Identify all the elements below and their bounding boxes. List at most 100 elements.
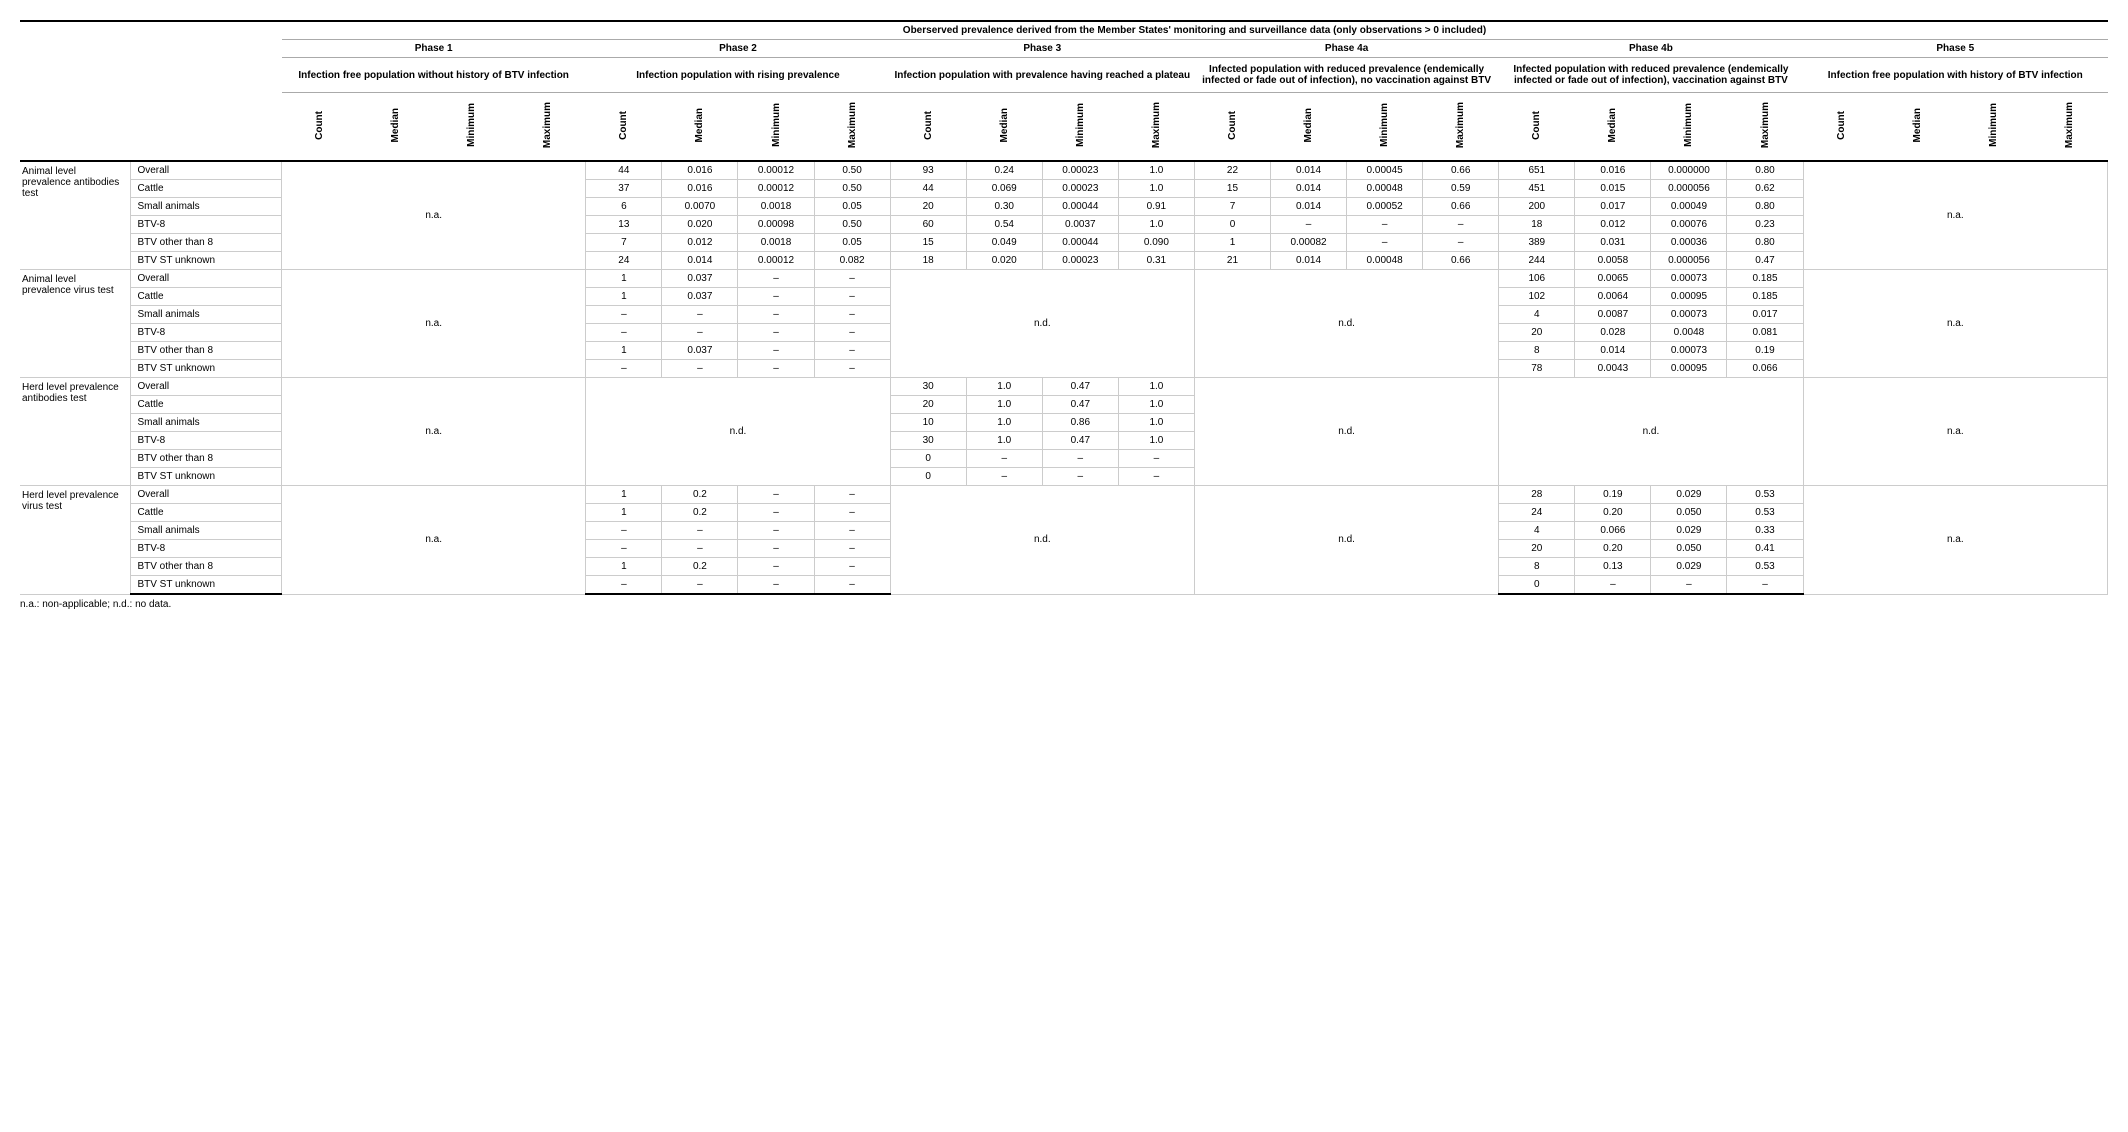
data-cell: –	[1423, 216, 1499, 234]
group-label: Animal level prevalence antibodies test	[20, 161, 131, 270]
data-cell: 0.012	[1575, 216, 1651, 234]
row-category: BTV ST unknown	[131, 360, 282, 378]
row-category: Small animals	[131, 198, 282, 216]
data-cell: 0.2	[662, 504, 738, 522]
data-cell: 0.80	[1727, 198, 1803, 216]
row-category: Small animals	[131, 522, 282, 540]
data-cell: 0.185	[1727, 288, 1803, 306]
data-cell: 0.016	[662, 161, 738, 180]
phase-header: Phase 4a	[1194, 40, 1498, 58]
stat-header: Count	[1194, 93, 1270, 162]
data-cell: 0.020	[662, 216, 738, 234]
data-cell: –	[586, 576, 662, 595]
stat-header: Median	[358, 93, 434, 162]
stat-header: Count	[1499, 93, 1575, 162]
data-cell: 0.016	[1575, 161, 1651, 180]
data-cell: –	[1651, 576, 1727, 595]
data-cell: 0.017	[1727, 306, 1803, 324]
row-category: Overall	[131, 161, 282, 180]
data-cell: 0.066	[1727, 360, 1803, 378]
phase-desc: Infection population with rising prevale…	[586, 58, 890, 93]
data-cell: –	[738, 522, 814, 540]
data-cell: 0.00073	[1651, 342, 1727, 360]
row-category: Cattle	[131, 180, 282, 198]
data-cell: 1.0	[966, 414, 1042, 432]
data-cell: 8	[1499, 558, 1575, 576]
data-cell: –	[814, 360, 890, 378]
merged-placeholder: n.d.	[1499, 378, 1803, 486]
data-cell: 0.00049	[1651, 198, 1727, 216]
merged-placeholder: n.a.	[282, 378, 586, 486]
data-cell: 0	[1499, 576, 1575, 595]
row-category: Small animals	[131, 306, 282, 324]
data-cell: 1	[586, 342, 662, 360]
stat-header: Maximum	[814, 93, 890, 162]
data-cell: 0.014	[1271, 198, 1347, 216]
row-category: Cattle	[131, 504, 282, 522]
data-cell: 0.0018	[738, 234, 814, 252]
data-cell: 0.185	[1727, 270, 1803, 288]
data-cell: 0.014	[1271, 161, 1347, 180]
data-cell: 651	[1499, 161, 1575, 180]
data-cell: –	[1271, 216, 1347, 234]
phase-header: Phase 2	[586, 40, 890, 58]
stat-header: Median	[966, 93, 1042, 162]
data-cell: 0.66	[1423, 252, 1499, 270]
stat-header: Count	[890, 93, 966, 162]
data-cell: 0.50	[814, 161, 890, 180]
data-cell: 1.0	[1118, 161, 1194, 180]
data-cell: 0.0037	[1042, 216, 1118, 234]
data-cell: 0.13	[1575, 558, 1651, 576]
data-cell: 1	[586, 504, 662, 522]
data-cell: 0.2	[662, 486, 738, 504]
row-category: BTV-8	[131, 324, 282, 342]
data-cell: 0.037	[662, 270, 738, 288]
data-cell: 0.0048	[1651, 324, 1727, 342]
data-cell: 0.00073	[1651, 270, 1727, 288]
merged-placeholder: n.d.	[1194, 486, 1498, 595]
data-cell: 0.0070	[662, 198, 738, 216]
data-cell: 0.47	[1727, 252, 1803, 270]
data-cell: 0.91	[1118, 198, 1194, 216]
data-cell: –	[1575, 576, 1651, 595]
data-cell: 0.050	[1651, 540, 1727, 558]
data-cell: 0.014	[1271, 252, 1347, 270]
data-cell: –	[814, 342, 890, 360]
data-cell: 0.24	[966, 161, 1042, 180]
data-cell: 0.0064	[1575, 288, 1651, 306]
data-cell: 0.014	[662, 252, 738, 270]
data-cell: 20	[890, 396, 966, 414]
data-cell: 30	[890, 432, 966, 450]
row-category: Overall	[131, 378, 282, 396]
data-cell: 7	[586, 234, 662, 252]
data-cell: 0.00048	[1347, 252, 1423, 270]
stat-header: Minimum	[1042, 93, 1118, 162]
table-row: Animal level prevalence antibodies testO…	[20, 161, 2108, 180]
data-cell: 106	[1499, 270, 1575, 288]
data-cell: –	[966, 450, 1042, 468]
phase-header: Phase 3	[890, 40, 1194, 58]
data-cell: 24	[1499, 504, 1575, 522]
data-cell: –	[662, 306, 738, 324]
data-cell: 0.23	[1727, 216, 1803, 234]
data-cell: 0.19	[1575, 486, 1651, 504]
data-cell: 0.029	[1651, 486, 1727, 504]
group-label: Herd level prevalence antibodies test	[20, 378, 131, 486]
data-cell: –	[738, 270, 814, 288]
data-cell: 1	[586, 288, 662, 306]
data-cell: 244	[1499, 252, 1575, 270]
data-cell: 0.00044	[1042, 198, 1118, 216]
table-row: Herd level prevalence antibodies testOve…	[20, 378, 2108, 396]
stat-header: Count	[1803, 93, 1879, 162]
data-cell: –	[1727, 576, 1803, 595]
data-cell: 0.00012	[738, 180, 814, 198]
data-cell: 1	[586, 486, 662, 504]
data-cell: 60	[890, 216, 966, 234]
data-cell: 0.00045	[1347, 161, 1423, 180]
data-cell: 0.049	[966, 234, 1042, 252]
row-category: BTV-8	[131, 216, 282, 234]
data-cell: 0.028	[1575, 324, 1651, 342]
data-cell: –	[1118, 468, 1194, 486]
stat-header: Count	[282, 93, 358, 162]
data-cell: 0.0043	[1575, 360, 1651, 378]
